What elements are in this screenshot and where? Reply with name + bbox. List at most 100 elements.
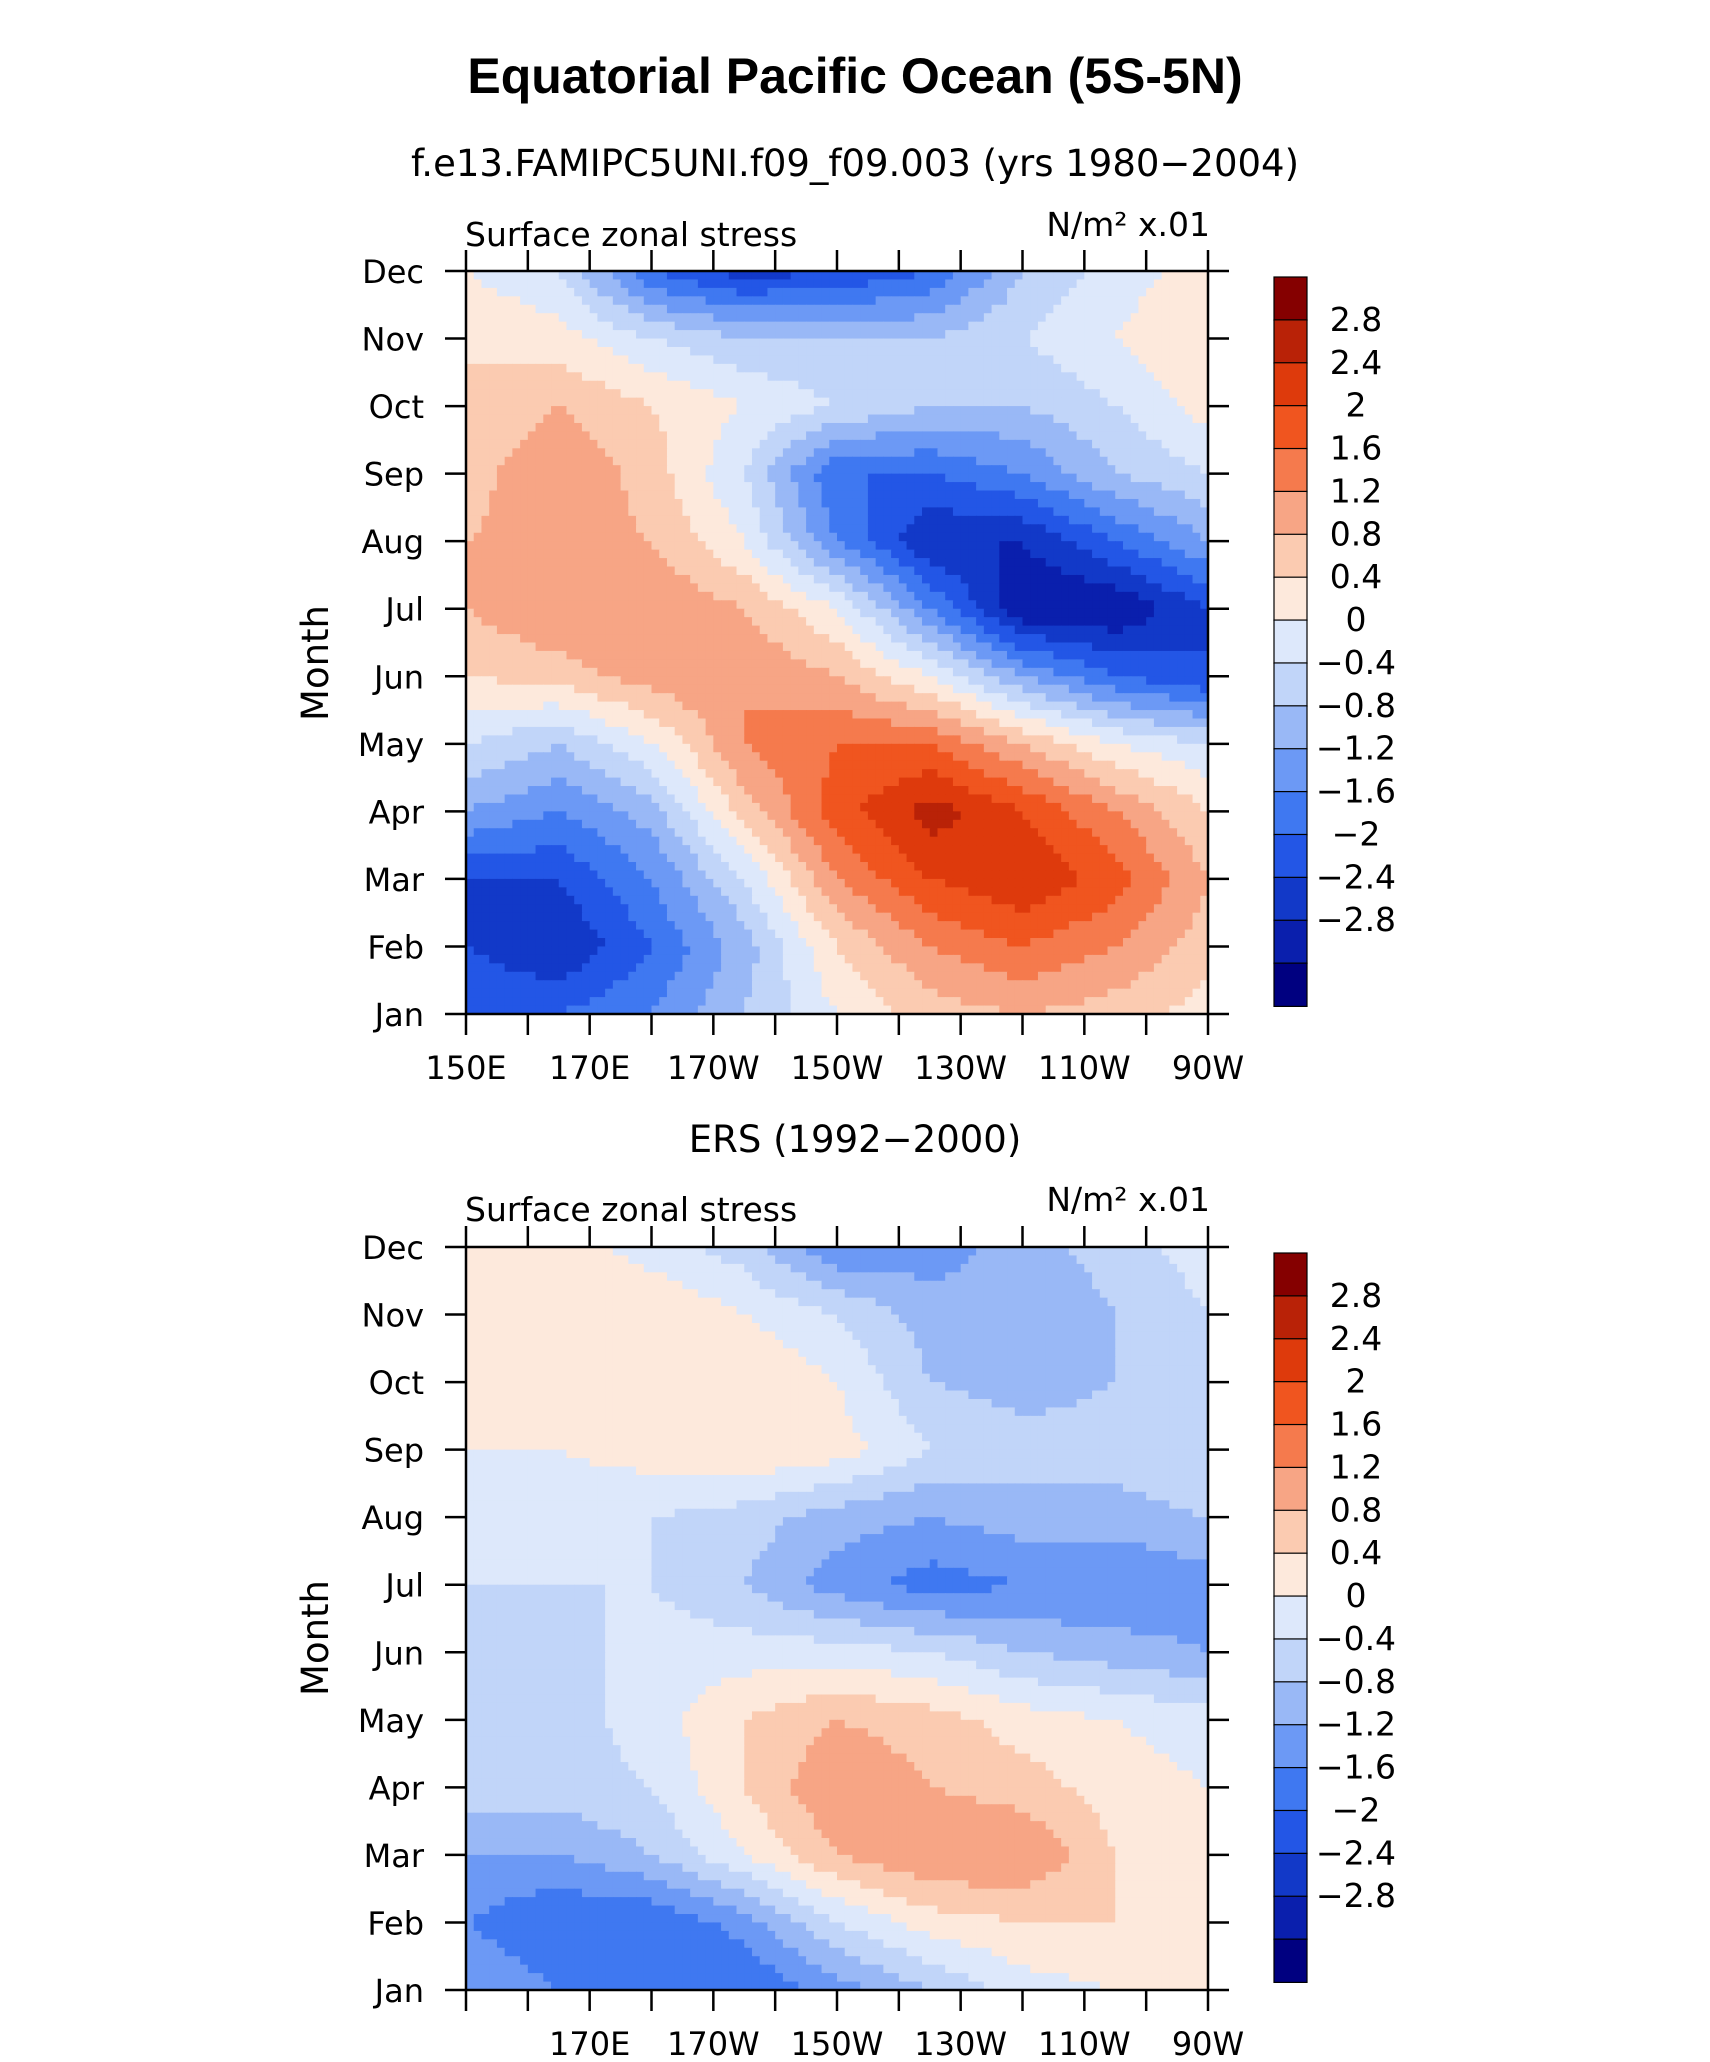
field-cell xyxy=(543,558,552,568)
field-cell xyxy=(952,490,962,500)
field-cell xyxy=(775,355,784,365)
field-cell xyxy=(1169,583,1178,593)
field-cell xyxy=(1076,591,1085,601)
field-cell xyxy=(775,422,784,433)
field-cell xyxy=(682,422,691,433)
field-cell xyxy=(945,608,954,618)
field-cell xyxy=(867,684,877,694)
field-cell xyxy=(597,676,606,686)
field-cell xyxy=(1045,558,1055,568)
field-cell xyxy=(991,650,1000,660)
field-cell xyxy=(867,667,877,677)
field-cell xyxy=(1014,397,1024,407)
field-cell xyxy=(1184,380,1194,390)
field-cell xyxy=(751,296,761,306)
field-cell xyxy=(1138,642,1147,652)
field-cell xyxy=(589,549,598,559)
field-cell xyxy=(860,701,869,711)
field-cell xyxy=(574,583,583,593)
field-cell xyxy=(512,532,521,542)
field-cell xyxy=(1053,574,1062,584)
field-cell xyxy=(697,667,707,677)
field-cell xyxy=(1130,456,1140,466)
field-cell xyxy=(504,693,513,703)
field-cell xyxy=(605,701,614,711)
field-cell xyxy=(960,397,969,407)
field-cell xyxy=(628,313,637,323)
field-cell xyxy=(558,676,568,686)
field-cell xyxy=(798,448,807,458)
field-cell xyxy=(651,515,660,525)
field-cell xyxy=(628,549,637,559)
field-cell xyxy=(1037,532,1047,542)
field-cell xyxy=(674,617,684,627)
field-cell xyxy=(1045,406,1055,416)
field-cell xyxy=(1022,507,1031,517)
field-cell xyxy=(991,507,1000,517)
field-cell xyxy=(1200,330,1208,340)
field-cell xyxy=(898,271,908,281)
field-cell xyxy=(705,355,714,365)
field-cell xyxy=(1053,490,1062,500)
field-cell xyxy=(1192,650,1201,660)
field-cell xyxy=(867,431,877,441)
field-cell xyxy=(1122,693,1132,703)
field-cell xyxy=(1037,372,1047,382)
field-cell xyxy=(520,346,529,357)
field-cell xyxy=(651,338,660,348)
field-cell xyxy=(612,515,622,525)
field-cell xyxy=(481,693,490,703)
field-cell xyxy=(837,456,846,466)
field-cell xyxy=(914,583,923,593)
field-cell xyxy=(721,397,730,407)
field-cell xyxy=(473,524,483,534)
field-cell xyxy=(481,676,490,686)
field-cell xyxy=(790,380,799,390)
field-cell xyxy=(1138,406,1147,416)
field-cell xyxy=(489,549,498,559)
field-cell xyxy=(1184,304,1194,314)
field-cell xyxy=(883,650,892,660)
field-cell xyxy=(744,422,753,433)
field-cell xyxy=(690,600,699,610)
field-cell xyxy=(937,321,946,331)
field-cell xyxy=(999,659,1008,669)
field-cell xyxy=(1177,313,1186,323)
field-cell xyxy=(1037,473,1047,483)
field-cell xyxy=(1007,617,1016,627)
field-cell xyxy=(504,465,513,475)
field-cell xyxy=(937,600,946,610)
field-cell xyxy=(558,346,568,357)
field-cell xyxy=(806,380,815,390)
field-cell xyxy=(1169,456,1178,466)
field-cell xyxy=(736,566,745,576)
field-cell xyxy=(620,676,629,686)
field-cell xyxy=(1092,431,1101,441)
field-cell xyxy=(844,380,854,390)
field-cell xyxy=(643,549,653,559)
field-cell xyxy=(473,532,483,542)
field-cell xyxy=(666,321,676,331)
field-cell xyxy=(666,355,676,365)
field-cell xyxy=(867,558,877,568)
field-cell xyxy=(690,346,699,357)
field-cell xyxy=(1076,617,1085,627)
field-cell xyxy=(728,465,738,475)
field-cell xyxy=(1014,549,1024,559)
field-cell xyxy=(527,439,537,449)
field-cell xyxy=(1169,482,1178,492)
field-cell xyxy=(782,701,792,711)
field-cell xyxy=(597,380,606,390)
field-cell xyxy=(504,625,513,635)
field-cell xyxy=(1084,321,1093,331)
field-cell xyxy=(581,515,591,525)
field-cell xyxy=(937,634,946,644)
field-cell xyxy=(551,625,560,635)
field-cell xyxy=(597,406,606,416)
field-cell xyxy=(535,667,544,677)
field-cell xyxy=(581,693,591,703)
field-cell xyxy=(636,372,645,382)
field-cell xyxy=(535,287,544,297)
field-cell xyxy=(790,507,799,517)
field-cell xyxy=(1130,676,1140,686)
